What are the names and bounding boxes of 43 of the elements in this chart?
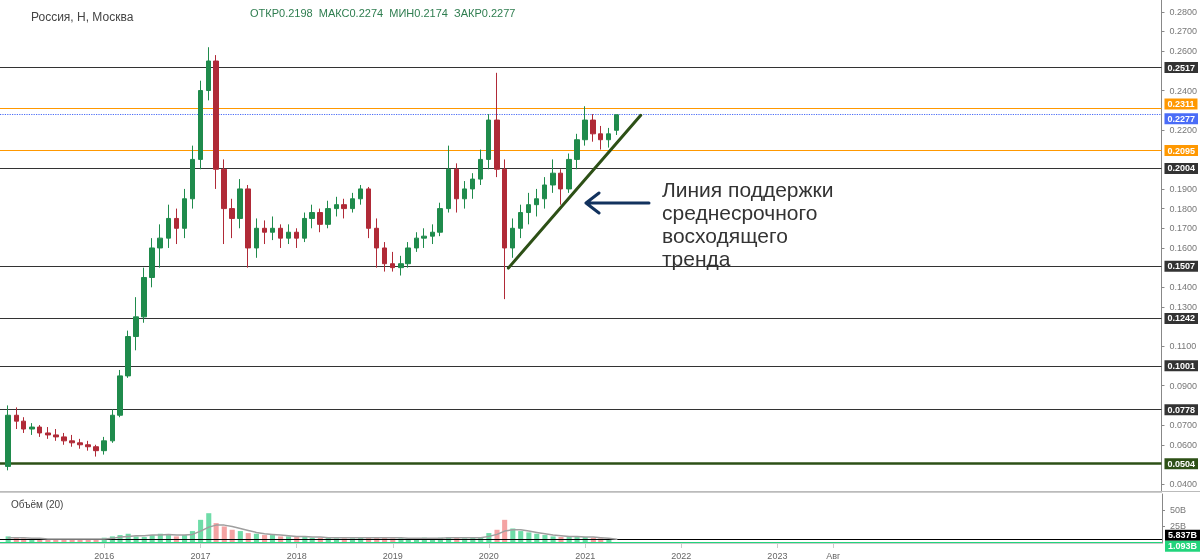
ref-line-label: 0.1242 [1167, 313, 1195, 324]
y-tick-label: 0.0400 [1169, 479, 1197, 490]
y-tick-label: 0.2700 [1169, 26, 1197, 37]
y-tick-label: 0.1900 [1169, 183, 1197, 194]
y-tick-label: 0.2800 [1169, 6, 1197, 17]
y-tick-label: 25B [1170, 521, 1187, 532]
annotation: Линия поддержки среднесрочного восходящего тренда [662, 178, 840, 270]
text: Россия, Н, Москва [31, 10, 134, 24]
x-tick-label: 2019 [382, 550, 403, 559]
ref-line-label: 0.1001 [1167, 360, 1195, 371]
y-tick-label: 0.1700 [1169, 223, 1197, 234]
x-tick-label: 2020 [478, 550, 499, 559]
x-tick-label: 2022 [671, 550, 692, 559]
ref-line-label: 0.1507 [1167, 261, 1195, 272]
y-tick-label: 50B [1170, 504, 1187, 515]
x-tick-label: 2017 [190, 550, 211, 559]
y-tick-label: 0.1300 [1169, 302, 1197, 313]
y-tick-label: 0.1100 [1169, 341, 1197, 352]
y-tick-label: 0.2600 [1169, 46, 1197, 57]
annotation: ОТКР0.2198 МАКС0.2274 МИН0.2174 ЗАКР0.2277 [250, 6, 516, 19]
ref-line-label: 0.2095 [1167, 145, 1195, 156]
ref-line-label: 0.2004 [1167, 163, 1195, 174]
y-tick-label: 0.1600 [1169, 242, 1197, 253]
y-tick-label: 0.0600 [1169, 439, 1197, 450]
y-tick-label: 0.2400 [1169, 85, 1197, 96]
y-tick-label: 0.2200 [1169, 124, 1197, 135]
x-tick-label: 2023 [767, 550, 788, 559]
x-tick-label: Авг [826, 550, 841, 559]
ref-line-label: 0.0504 [1167, 458, 1195, 469]
x-tick-label: 2016 [94, 550, 115, 559]
ref-line-label: 0.2311 [1167, 99, 1195, 110]
ref-line-label: 1.093B [1168, 541, 1198, 552]
x-tick-label: 2018 [286, 550, 307, 559]
y-tick-label: 0.1800 [1169, 203, 1197, 214]
y-tick-label: 0.1400 [1169, 282, 1197, 293]
ref-line-label: 0.2517 [1167, 62, 1195, 73]
ref-line-label: 5.837B [1168, 530, 1198, 541]
x-tick-label: 2021 [575, 550, 596, 559]
ref-line-label: 0.0778 [1167, 404, 1195, 415]
y-tick-label: 0.0700 [1169, 420, 1197, 431]
chart-title: Объём (20) [11, 498, 64, 510]
y-tick-label: 0.0900 [1169, 380, 1197, 391]
ref-line-label: 0.2277 [1167, 113, 1195, 124]
